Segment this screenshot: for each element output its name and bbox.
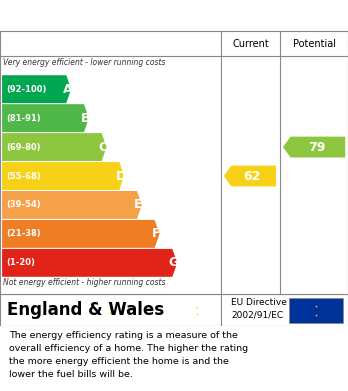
Text: C: C [98, 140, 108, 154]
Text: (69-80): (69-80) [6, 143, 41, 152]
Text: F: F [152, 228, 160, 240]
Text: (81-91): (81-91) [6, 114, 41, 123]
Text: Potential: Potential [293, 39, 335, 49]
Polygon shape [2, 104, 89, 132]
Polygon shape [2, 162, 124, 190]
Polygon shape [224, 165, 276, 187]
Text: D: D [116, 170, 126, 183]
Text: The energy efficiency rating is a measure of the
overall efficiency of a home. T: The energy efficiency rating is a measur… [9, 331, 248, 378]
Polygon shape [283, 136, 345, 158]
Text: Current: Current [232, 39, 269, 49]
Text: B: B [81, 111, 90, 125]
Text: (92-100): (92-100) [6, 85, 47, 94]
Text: England & Wales: England & Wales [7, 301, 164, 319]
Text: Very energy efficient - lower running costs: Very energy efficient - lower running co… [3, 57, 165, 66]
Polygon shape [2, 133, 106, 161]
Text: G: G [169, 256, 179, 269]
Polygon shape [2, 191, 142, 219]
Text: Energy Efficiency Rating: Energy Efficiency Rating [9, 8, 210, 23]
Text: (39-54): (39-54) [6, 201, 41, 210]
Text: 62: 62 [244, 170, 261, 183]
FancyBboxPatch shape [289, 298, 343, 323]
Text: Not energy efficient - higher running costs: Not energy efficient - higher running co… [3, 278, 165, 287]
Text: (21-38): (21-38) [6, 230, 41, 239]
Text: (55-68): (55-68) [6, 172, 41, 181]
Text: 79: 79 [308, 140, 325, 154]
Polygon shape [2, 220, 159, 248]
Text: EU Directive
2002/91/EC: EU Directive 2002/91/EC [231, 298, 287, 319]
Polygon shape [2, 249, 177, 277]
Text: E: E [134, 199, 143, 212]
Text: A: A [63, 83, 73, 96]
Text: (1-20): (1-20) [6, 258, 35, 267]
Polygon shape [2, 75, 71, 103]
